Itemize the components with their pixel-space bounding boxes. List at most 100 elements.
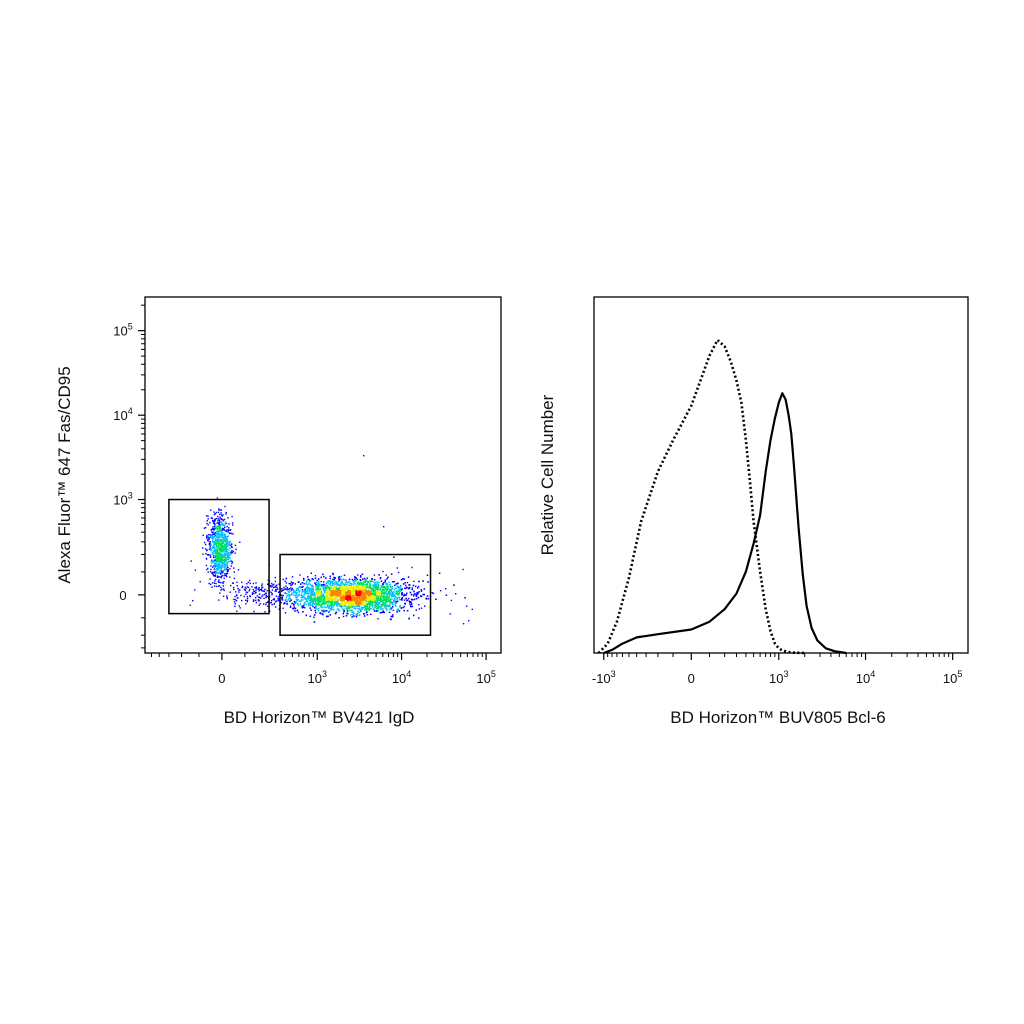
data-point: [340, 576, 342, 578]
data-point: [329, 590, 331, 592]
data-point: [217, 527, 219, 529]
data-point: [214, 566, 216, 568]
data-point: [207, 567, 209, 570]
data-point: [322, 599, 325, 602]
data-point: [364, 587, 366, 589]
data-point: [321, 606, 323, 609]
data-point: [423, 594, 425, 596]
data-point: [328, 587, 331, 590]
data-point: [213, 559, 215, 562]
data-point: [222, 595, 225, 597]
data-point: [325, 588, 327, 591]
data-point: [222, 547, 224, 549]
data-point: [387, 597, 389, 599]
data-point: [211, 551, 213, 554]
data-point: [291, 582, 293, 584]
data-point: [215, 560, 218, 562]
data-point: [422, 580, 424, 582]
data-point: [411, 588, 413, 591]
data-point: [302, 599, 304, 601]
data-point: [350, 586, 353, 588]
data-point: [315, 591, 317, 593]
data-point: [331, 588, 333, 590]
data-point: [220, 549, 222, 551]
data-point: [363, 585, 365, 587]
data-point: [215, 543, 217, 545]
data-point: [377, 590, 379, 593]
data-point: [407, 576, 410, 578]
data-point: [308, 582, 310, 584]
data-point: [310, 609, 312, 611]
data-point: [221, 536, 223, 538]
data-point: [339, 585, 342, 587]
data-point: [362, 581, 364, 584]
data-point: [233, 601, 236, 603]
data-point: [218, 508, 220, 510]
data-point: [332, 587, 335, 589]
data-point: [215, 541, 217, 544]
data-point: [221, 566, 223, 568]
data-point: [422, 593, 424, 596]
data-point: [424, 605, 426, 607]
data-point: [343, 584, 346, 587]
data-point: [341, 605, 343, 607]
data-point: [230, 584, 232, 587]
data-point: [354, 592, 356, 595]
data-point: [393, 581, 395, 583]
data-point: [343, 574, 346, 576]
data-point: [353, 604, 355, 607]
data-point: [211, 531, 213, 533]
data-point: [220, 512, 222, 514]
data-point: [375, 588, 378, 590]
data-point: [384, 606, 386, 608]
data-point: [385, 582, 387, 584]
data-point: [416, 592, 418, 594]
data-point: [223, 552, 226, 554]
data-point: [361, 601, 363, 603]
data-point: [219, 561, 221, 563]
data-point: [344, 602, 346, 604]
data-point: [316, 579, 318, 582]
data-point: [420, 595, 422, 597]
data-point: [223, 560, 225, 562]
data-point: [291, 576, 294, 578]
data-point: [314, 606, 317, 608]
data-point: [402, 583, 405, 585]
data-point: [304, 591, 306, 594]
data-point: [364, 588, 366, 590]
data-point: [217, 555, 219, 557]
data-point: [230, 545, 233, 548]
data-point: [391, 601, 393, 603]
data-point: [213, 511, 215, 513]
data-point: [387, 599, 390, 601]
data-point: [251, 593, 254, 595]
data-point: [218, 523, 220, 525]
data-point: [204, 548, 207, 550]
data-point: [386, 593, 388, 596]
data-point: [358, 583, 360, 585]
data-point: [215, 527, 217, 530]
data-point: [403, 595, 405, 597]
data-point: [316, 591, 318, 593]
data-point: [216, 550, 218, 553]
data-point: [397, 594, 399, 596]
data-point: [217, 553, 219, 556]
data-point: [375, 610, 378, 612]
data-point: [373, 595, 375, 597]
data-point: [342, 587, 344, 589]
data-point: [376, 581, 378, 583]
data-point: [386, 588, 388, 591]
data-point: [400, 579, 403, 581]
data-point: [366, 609, 368, 611]
data-point: [307, 591, 309, 593]
data-point: [341, 587, 343, 589]
data-point: [322, 588, 325, 591]
data-point: [357, 585, 360, 587]
data-point: [392, 615, 394, 618]
data-point: [217, 544, 220, 547]
data-point: [380, 585, 382, 587]
data-point: [352, 614, 354, 616]
data-point: [216, 546, 218, 548]
data-point: [389, 589, 391, 592]
data-point: [294, 591, 297, 593]
